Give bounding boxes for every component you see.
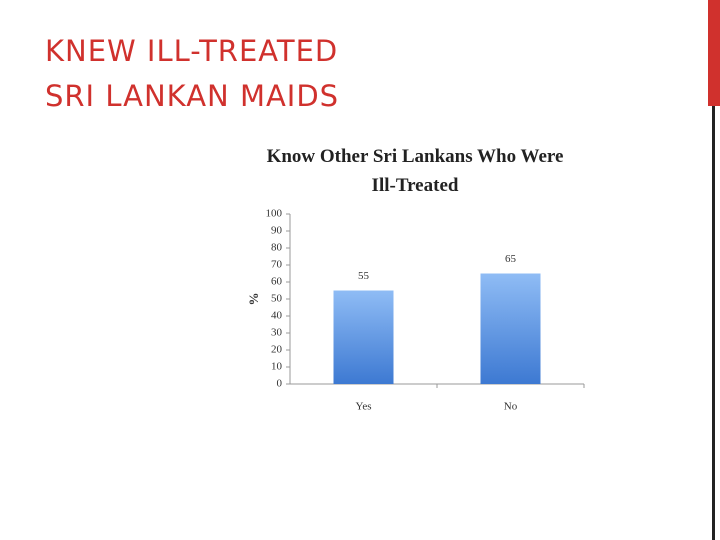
slide-title: KNEW ILL-TREATED (45, 34, 338, 68)
y-tick-label: 60 (271, 276, 283, 288)
chart-title: Know Other Sri Lankans Who Were (267, 146, 564, 167)
data-label: 55 (358, 270, 370, 282)
y-tick-label: 80 (271, 242, 283, 254)
y-tick-label: 20 (271, 344, 283, 356)
y-tick-label: 0 (277, 378, 283, 390)
y-tick-label: 70 (271, 259, 283, 271)
slide-title: SRI LANKAN MAIDS (45, 79, 339, 113)
y-tick-label: 30 (271, 327, 283, 339)
chart-title: Ill-Treated (372, 175, 459, 196)
x-tick-label: Yes (355, 401, 371, 413)
accent-bar (708, 0, 720, 106)
y-tick-label: 10 (271, 361, 283, 373)
data-label: 65 (505, 253, 517, 265)
y-axis-label: % (246, 293, 261, 306)
bar (333, 290, 394, 384)
y-tick-label: 90 (271, 225, 283, 237)
bar (480, 273, 541, 384)
y-tick-label: 50 (271, 293, 283, 305)
x-tick-label: No (504, 401, 518, 413)
y-tick-label: 100 (266, 208, 283, 220)
y-tick-label: 40 (271, 310, 283, 322)
edge-line (712, 106, 715, 540)
